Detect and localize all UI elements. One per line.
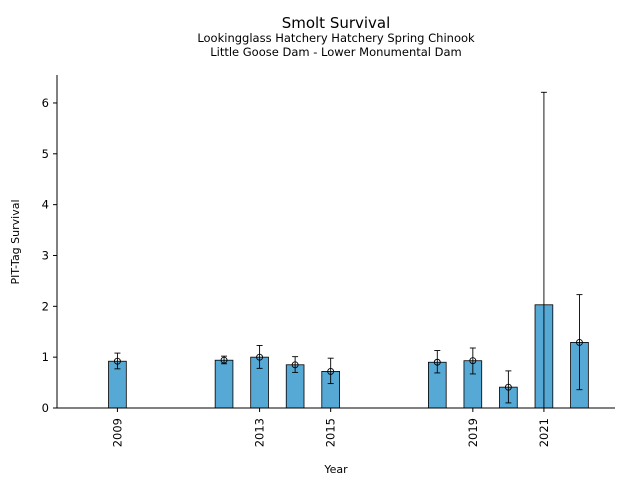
- y-axis-label: PIT-Tag Survival: [9, 199, 22, 284]
- y-ticks: 0 1 2 3 4 5 6: [42, 96, 57, 415]
- y-tick-label: 4: [42, 198, 49, 212]
- estimate-point-2018: [433, 358, 441, 366]
- x-tick-label: 2021: [537, 418, 551, 447]
- y-tick-label: 1: [42, 350, 49, 364]
- x-tick-label: 2009: [110, 418, 124, 447]
- estimate-point-2012: [220, 356, 228, 364]
- x-tick-label: 2019: [466, 418, 480, 447]
- bars-layer: [108, 304, 589, 409]
- chart-subtitle-line-2: Little Goose Dam - Lower Monumental Dam: [210, 45, 462, 59]
- chart-subtitle-line-1: Lookingglass Hatchery Hatchery Spring Ch…: [197, 31, 475, 45]
- x-axis-label: Year: [323, 463, 348, 476]
- estimate-point-2022: [576, 338, 583, 346]
- y-tick-label: 2: [42, 299, 49, 313]
- estimate-point-2019: [469, 357, 477, 365]
- estimate-point-2014: [291, 361, 299, 369]
- chart-title: Smolt Survival: [282, 14, 391, 32]
- y-tick-label: 3: [42, 248, 49, 262]
- bar-2012: [214, 359, 234, 409]
- estimate-point-2015: [327, 367, 335, 375]
- points-layer: [113, 338, 583, 391]
- x-tick-label: 2013: [253, 418, 267, 447]
- y-tick-label: 0: [42, 401, 49, 415]
- error-bars-layer: [114, 91, 583, 408]
- estimate-point-2020: [504, 383, 512, 391]
- x-ticks: 2009 2013 2015 2019 2021: [110, 408, 551, 447]
- estimate-point-2013: [256, 353, 264, 361]
- y-tick-label: 6: [42, 96, 49, 110]
- y-tick-label: 5: [42, 147, 49, 161]
- x-tick-label: 2015: [324, 418, 338, 447]
- estimate-point-2009: [113, 357, 121, 365]
